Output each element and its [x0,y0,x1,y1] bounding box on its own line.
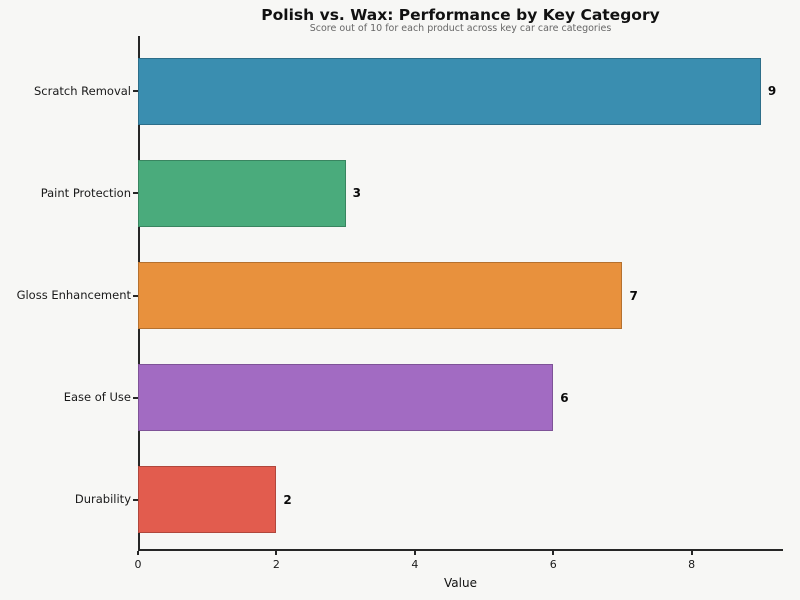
y-tick-label: Paint Protection [40,185,131,200]
bar [138,262,623,329]
y-tick-label: Scratch Removal [33,83,131,98]
bar-value-label: 3 [352,186,361,201]
y-tick-mark [133,294,138,297]
x-tick-label: 4 [411,558,419,571]
x-tick-mark [413,551,416,555]
x-tick-label: 6 [549,558,557,571]
chart-title: Polish vs. Wax: Performance by Key Categ… [261,6,660,24]
bar-value-label: 9 [767,84,777,99]
bar [138,364,554,432]
y-tick-mark [133,192,138,195]
y-tick-label: Gloss Enhancement [16,288,131,302]
bar [138,159,346,227]
x-tick-label: 8 [688,558,696,571]
y-tick-label: Ease of Use [63,390,131,405]
y-tick-mark [133,396,138,399]
x-tick-label: 2 [272,558,280,571]
bar [138,466,277,534]
bar [138,57,761,125]
y-tick-mark [133,498,138,501]
y-tick-mark [133,90,138,93]
bar-value-label: 7 [629,288,638,303]
x-tick-mark [552,551,555,555]
bar-value-label: 6 [560,390,569,405]
bar-value-label: 2 [283,492,292,507]
chart-subtitle: Score out of 10 for each product across … [309,23,612,34]
x-tick-label: 0 [134,558,142,571]
x-tick-mark [690,551,693,555]
x-tick-mark [275,551,278,555]
x-axis-label: Value [444,576,477,590]
x-tick-mark [137,551,139,555]
y-tick-label: Durability [74,492,131,507]
